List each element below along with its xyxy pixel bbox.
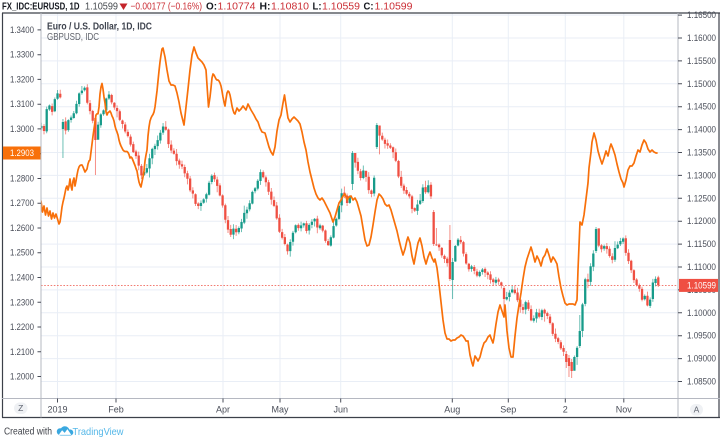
svg-text:May: May — [271, 405, 289, 415]
svg-text:1.2800: 1.2800 — [10, 174, 34, 184]
svg-text:1.11000: 1.11000 — [687, 262, 716, 272]
svg-text:Aug: Aug — [444, 405, 460, 415]
svg-text:O:: O: — [206, 2, 217, 13]
svg-text:1.10559: 1.10559 — [322, 2, 360, 13]
svg-text:1.10000: 1.10000 — [687, 308, 716, 318]
svg-text:1.3100: 1.3100 — [10, 99, 34, 109]
svg-text:1.13000: 1.13000 — [687, 170, 716, 180]
svg-text:1.2500: 1.2500 — [10, 248, 34, 258]
svg-text:L:: L: — [313, 2, 322, 13]
svg-text:1.08500: 1.08500 — [687, 377, 716, 387]
svg-text:1.16500: 1.16500 — [687, 10, 716, 20]
svg-text:1.11500: 1.11500 — [687, 239, 716, 249]
svg-text:1.3200: 1.3200 — [10, 74, 34, 84]
svg-text:2: 2 — [563, 405, 568, 415]
svg-text:1.14000: 1.14000 — [687, 125, 716, 135]
svg-text:1.2100: 1.2100 — [10, 347, 34, 357]
svg-text:1.15500: 1.15500 — [687, 56, 716, 66]
svg-text:1.14500: 1.14500 — [687, 102, 716, 112]
svg-text:1.12000: 1.12000 — [687, 216, 716, 226]
svg-text:1.3300: 1.3300 — [10, 50, 34, 60]
svg-text:1.13500: 1.13500 — [687, 148, 716, 158]
svg-text:1.2600: 1.2600 — [10, 223, 34, 233]
svg-text:1.2700: 1.2700 — [10, 198, 34, 208]
svg-text:1.09500: 1.09500 — [687, 331, 716, 341]
svg-text:1.10774: 1.10774 — [218, 2, 256, 13]
svg-text:Jun: Jun — [333, 405, 348, 415]
svg-text:Nov: Nov — [616, 405, 633, 415]
svg-text:1.2400: 1.2400 — [10, 273, 34, 283]
svg-text:1.09000: 1.09000 — [687, 354, 716, 364]
svg-text:TradingView: TradingView — [73, 426, 124, 438]
svg-text:A: A — [694, 405, 700, 415]
svg-text:1.16000: 1.16000 — [687, 33, 716, 43]
svg-text:Z: Z — [18, 403, 23, 413]
svg-text:1.3400: 1.3400 — [10, 25, 34, 35]
svg-text:Feb: Feb — [108, 405, 124, 415]
svg-text:1.15000: 1.15000 — [687, 79, 716, 89]
svg-text:C:: C: — [364, 2, 374, 13]
svg-text:1.2000: 1.2000 — [10, 372, 34, 382]
svg-text:1.10599: 1.10599 — [375, 2, 413, 13]
svg-text:1.10599: 1.10599 — [687, 281, 716, 291]
svg-text:1.2300: 1.2300 — [10, 297, 34, 307]
svg-text:Created with: Created with — [4, 427, 52, 438]
svg-text:1.2200: 1.2200 — [10, 322, 34, 332]
svg-text:Apr: Apr — [216, 405, 230, 415]
svg-text:Sep: Sep — [500, 405, 516, 415]
svg-text:Euro / U.S. Dollar, 1D, IDC: Euro / U.S. Dollar, 1D, IDC — [47, 22, 152, 33]
svg-text:1.2903: 1.2903 — [10, 148, 34, 158]
svg-text:1.3000: 1.3000 — [10, 124, 34, 134]
svg-text:1.10599: 1.10599 — [85, 2, 118, 13]
svg-text:2019: 2019 — [47, 405, 67, 415]
svg-text:−0.00177 (−0.16%): −0.00177 (−0.16%) — [131, 2, 203, 13]
svg-text:H:: H: — [260, 2, 271, 13]
svg-text:FX_IDC:EURUSD, 1D: FX_IDC:EURUSD, 1D — [2, 2, 80, 13]
svg-text:1.10810: 1.10810 — [271, 2, 309, 13]
svg-text:GBPUSD, IDC: GBPUSD, IDC — [47, 32, 99, 43]
svg-text:1.12500: 1.12500 — [687, 193, 716, 203]
